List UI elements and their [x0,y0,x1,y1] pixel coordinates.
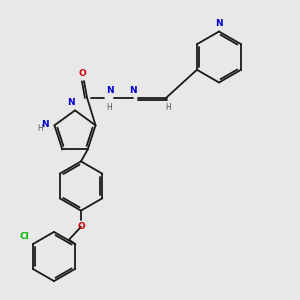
Text: N: N [129,86,136,95]
Text: Cl: Cl [20,232,30,241]
Text: N: N [215,19,223,28]
Text: O: O [77,222,85,231]
Text: N: N [106,86,113,95]
Text: N: N [41,120,49,129]
Text: O: O [79,69,86,78]
Text: H: H [106,103,112,112]
Text: H: H [165,103,171,112]
Text: N: N [67,98,74,107]
Text: H: H [37,124,43,133]
